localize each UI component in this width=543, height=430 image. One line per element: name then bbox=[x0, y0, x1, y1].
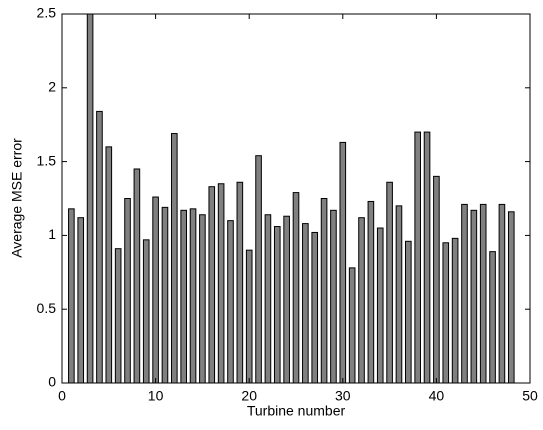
bar bbox=[339, 141, 347, 384]
bar bbox=[507, 211, 515, 384]
bar bbox=[105, 146, 113, 384]
bar bbox=[142, 239, 150, 384]
bar bbox=[199, 214, 206, 384]
x-tick-label: 30 bbox=[335, 388, 351, 404]
bar bbox=[189, 208, 197, 384]
bar bbox=[133, 168, 141, 384]
bar bbox=[451, 237, 459, 384]
x-tick-label: 20 bbox=[241, 388, 257, 404]
bar bbox=[86, 13, 94, 384]
y-tick-label: 0.5 bbox=[37, 300, 57, 316]
x-axis-label: Turbine number bbox=[247, 403, 346, 419]
bar bbox=[405, 240, 412, 384]
bar bbox=[320, 198, 328, 384]
bar bbox=[395, 205, 403, 384]
x-tick-label: 40 bbox=[429, 388, 445, 404]
bar bbox=[255, 155, 262, 384]
bar bbox=[386, 181, 393, 384]
bar bbox=[423, 131, 431, 384]
plot-frame bbox=[61, 13, 531, 384]
bar bbox=[96, 110, 103, 384]
bar bbox=[208, 186, 216, 384]
bar bbox=[245, 249, 253, 384]
bar bbox=[114, 248, 122, 384]
y-tick-label: 0 bbox=[48, 374, 56, 390]
bar bbox=[311, 231, 319, 384]
bar bbox=[273, 226, 281, 384]
bar bbox=[489, 251, 496, 384]
bar bbox=[348, 267, 356, 384]
bar bbox=[470, 209, 478, 384]
bar bbox=[442, 242, 450, 384]
bar bbox=[161, 206, 169, 384]
bar bbox=[376, 227, 384, 384]
bar bbox=[236, 181, 244, 384]
y-tick-label: 2.5 bbox=[37, 5, 57, 21]
y-axis-label: Average MSE error bbox=[9, 138, 25, 258]
x-tick-label: 10 bbox=[148, 388, 164, 404]
bar bbox=[433, 175, 440, 384]
bar bbox=[414, 131, 421, 384]
bar bbox=[330, 209, 337, 384]
y-tick-label: 1.5 bbox=[37, 152, 57, 168]
bar bbox=[152, 196, 159, 384]
x-tick-label: 0 bbox=[58, 388, 66, 404]
bar bbox=[217, 183, 225, 384]
bar bbox=[367, 200, 375, 384]
bar bbox=[498, 203, 506, 384]
y-tick-label: 1 bbox=[48, 226, 56, 242]
bar bbox=[77, 217, 85, 384]
x-tick-label: 50 bbox=[522, 388, 538, 404]
y-tick-label: 2 bbox=[48, 79, 56, 95]
bar bbox=[292, 192, 300, 384]
bar bbox=[171, 133, 178, 384]
bar bbox=[479, 203, 487, 384]
bar bbox=[124, 198, 131, 384]
bar bbox=[461, 203, 468, 384]
bar bbox=[302, 223, 309, 384]
bar bbox=[358, 217, 365, 384]
bar bbox=[264, 214, 272, 384]
bar bbox=[227, 220, 234, 384]
bar bbox=[283, 215, 290, 384]
bar bbox=[180, 209, 187, 384]
bar bbox=[68, 208, 75, 384]
